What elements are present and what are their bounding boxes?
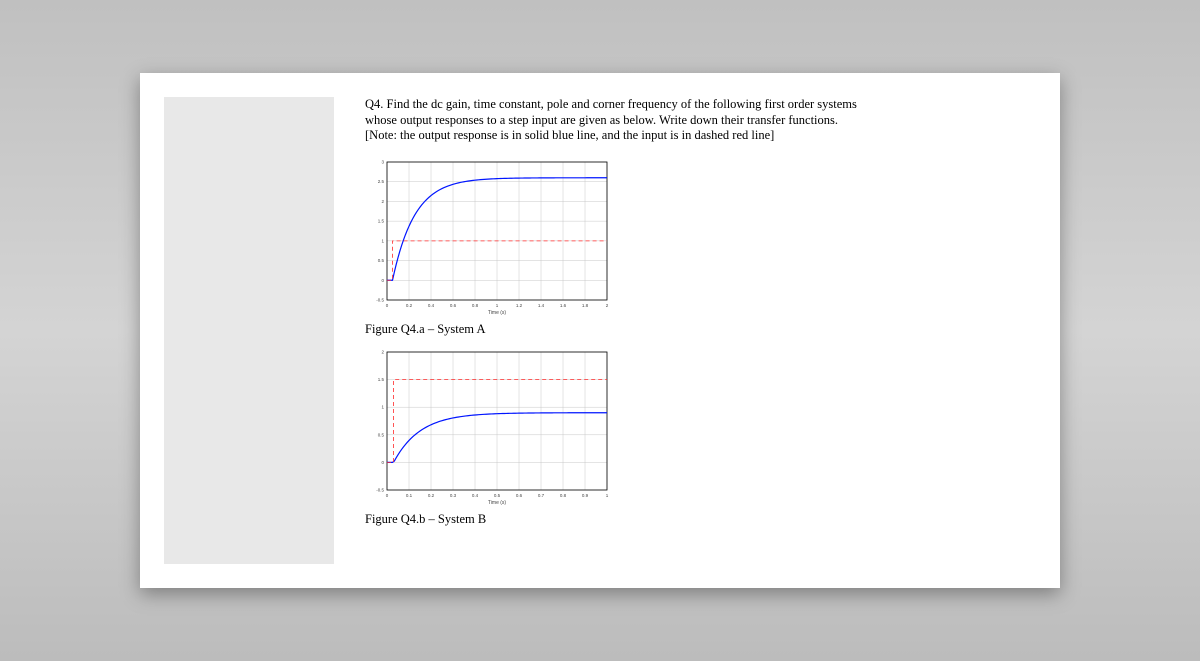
svg-text:1.5: 1.5 [378,377,385,382]
page-content: Q4. Find the dc gain, time constant, pol… [365,97,1020,537]
svg-text:1: 1 [496,303,499,308]
svg-text:0.5: 0.5 [494,493,501,498]
svg-text:0.6: 0.6 [450,303,457,308]
figure-b-caption: Figure Q4.b – System B [365,512,1020,528]
svg-text:0.4: 0.4 [428,303,435,308]
svg-text:Time (s): Time (s) [488,310,506,316]
svg-text:-0.5: -0.5 [376,487,384,492]
svg-text:Time (s): Time (s) [488,500,506,506]
svg-text:0.2: 0.2 [406,303,413,308]
svg-text:0: 0 [386,303,389,308]
svg-text:0.2: 0.2 [428,493,435,498]
svg-text:1: 1 [606,493,609,498]
figure-b-chart: 00.10.20.30.40.50.60.70.80.91-0.500.511.… [365,348,1020,508]
left-sidebar-placeholder [164,97,334,564]
svg-text:2: 2 [381,199,384,204]
question-text: Q4. Find the dc gain, time constant, pol… [365,97,1020,144]
svg-text:2: 2 [606,303,609,308]
svg-text:-0.5: -0.5 [376,297,384,302]
svg-text:0.5: 0.5 [378,258,385,263]
svg-text:0.1: 0.1 [406,493,413,498]
svg-text:1.2: 1.2 [516,303,523,308]
svg-text:0.3: 0.3 [450,493,457,498]
svg-text:0: 0 [381,278,384,283]
svg-text:1.5: 1.5 [378,219,385,224]
svg-text:0: 0 [386,493,389,498]
svg-text:1.8: 1.8 [582,303,589,308]
svg-text:2.5: 2.5 [378,179,385,184]
question-line-2: whose output responses to a step input a… [365,113,1020,129]
svg-text:1.4: 1.4 [538,303,545,308]
svg-text:0.5: 0.5 [378,432,385,437]
svg-text:0.7: 0.7 [538,493,545,498]
question-line-1: Q4. Find the dc gain, time constant, pol… [365,97,1020,113]
document-page: Q4. Find the dc gain, time constant, pol… [140,73,1060,588]
svg-text:0.6: 0.6 [516,493,523,498]
svg-text:0.9: 0.9 [582,493,589,498]
svg-text:1: 1 [381,404,384,409]
svg-text:3: 3 [381,159,384,164]
svg-text:0.8: 0.8 [472,303,479,308]
svg-text:1.6: 1.6 [560,303,567,308]
figure-a-caption: Figure Q4.a – System A [365,322,1020,338]
figure-a-chart: 00.20.40.60.811.21.41.61.82-0.500.511.52… [365,158,1020,318]
svg-text:0.8: 0.8 [560,493,567,498]
svg-text:0: 0 [381,459,384,464]
svg-text:0.4: 0.4 [472,493,479,498]
question-line-3: [Note: the output response is in solid b… [365,128,1020,144]
svg-text:2: 2 [381,349,384,354]
svg-text:1: 1 [381,238,384,243]
